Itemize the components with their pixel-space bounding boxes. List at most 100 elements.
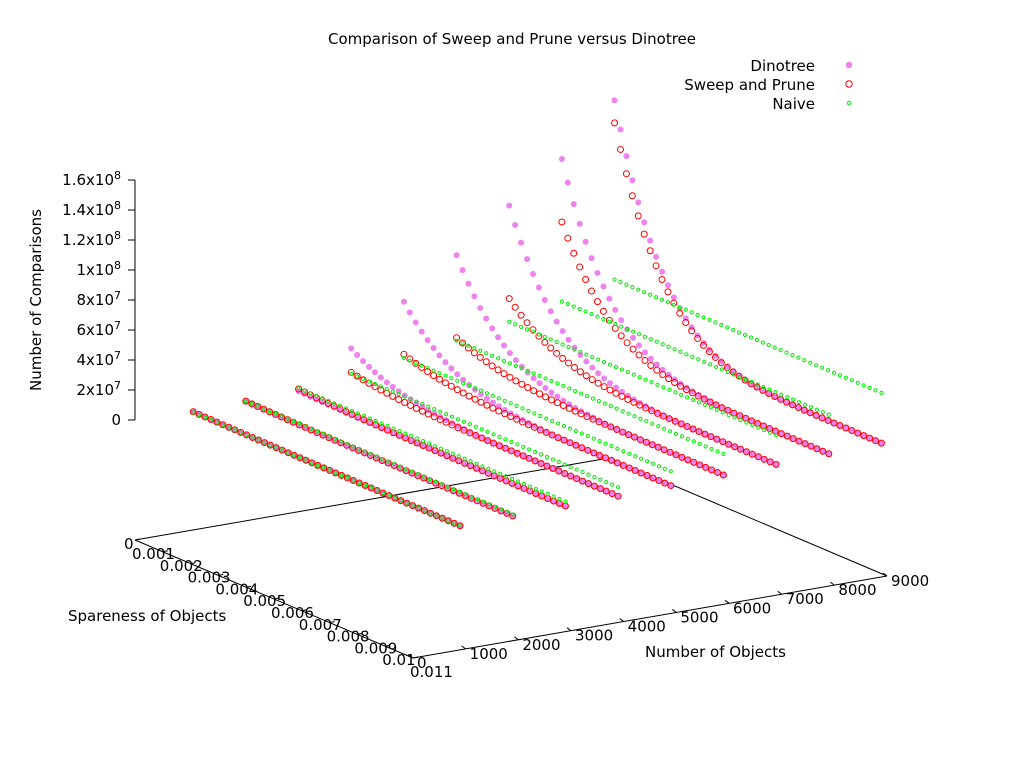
point-sweep-and-prune bbox=[513, 415, 521, 423]
point-naive bbox=[672, 347, 677, 352]
point-naive bbox=[351, 478, 356, 483]
point-naive bbox=[344, 441, 349, 447]
point-sweep-and-prune bbox=[495, 442, 503, 450]
point-dinotree bbox=[443, 417, 450, 424]
point-naive bbox=[696, 357, 701, 362]
point-dinotree bbox=[503, 478, 510, 485]
point-naive bbox=[303, 458, 309, 463]
point-dinotree bbox=[796, 438, 803, 445]
x-tick-mark bbox=[218, 573, 224, 576]
point-naive bbox=[454, 338, 459, 343]
point-sweep-and-prune bbox=[318, 397, 326, 405]
point-sweep-and-prune bbox=[612, 389, 620, 397]
point-dinotree bbox=[836, 422, 843, 429]
point-dinotree bbox=[631, 433, 638, 440]
legend-label-naive: Naive bbox=[772, 95, 815, 113]
point-naive bbox=[438, 409, 443, 414]
point-naive bbox=[814, 407, 820, 412]
point-sweep-and-prune bbox=[302, 456, 310, 464]
point-sweep-and-prune bbox=[777, 430, 785, 438]
point-sweep-and-prune bbox=[277, 413, 285, 421]
point-naive bbox=[826, 412, 831, 417]
point-naive bbox=[401, 355, 406, 361]
point-sweep-and-prune bbox=[684, 456, 692, 464]
point-naive bbox=[778, 347, 783, 353]
point-dinotree bbox=[542, 385, 549, 392]
y-tick-mark bbox=[619, 618, 624, 622]
point-naive bbox=[685, 395, 690, 400]
point-sweep-and-prune bbox=[547, 396, 555, 404]
point-sweep-and-prune bbox=[366, 418, 374, 426]
point-sweep-and-prune bbox=[478, 434, 486, 442]
point-naive bbox=[744, 420, 749, 425]
point-naive bbox=[538, 452, 544, 457]
point-sweep-and-prune bbox=[654, 443, 662, 451]
point-naive bbox=[583, 309, 588, 314]
x-tick-mark bbox=[246, 585, 252, 588]
point-naive bbox=[707, 317, 712, 322]
point-dinotree bbox=[664, 282, 671, 289]
x-tick-mark bbox=[385, 644, 391, 647]
point-sweep-and-prune bbox=[806, 409, 814, 417]
point-naive bbox=[439, 482, 444, 487]
y-tick-mark bbox=[882, 572, 888, 577]
point-sweep-and-prune bbox=[573, 475, 581, 483]
point-sweep-and-prune bbox=[648, 407, 656, 415]
point-sweep-and-prune bbox=[547, 344, 555, 352]
point-sweep-and-prune bbox=[788, 401, 796, 409]
point-naive bbox=[608, 404, 613, 409]
z-tick-label: 4x107 bbox=[76, 349, 121, 369]
point-dinotree bbox=[584, 411, 591, 418]
point-sweep-and-prune bbox=[676, 309, 684, 317]
point-dinotree bbox=[795, 404, 802, 411]
point-dinotree bbox=[597, 485, 604, 492]
point-naive bbox=[661, 385, 666, 390]
point-naive bbox=[659, 297, 665, 302]
point-sweep-and-prune bbox=[671, 417, 679, 425]
point-naive bbox=[572, 347, 577, 352]
point-sweep-and-prune bbox=[266, 408, 274, 416]
point-naive bbox=[539, 489, 544, 494]
point-naive bbox=[602, 360, 607, 365]
point-sweep-and-prune bbox=[284, 449, 292, 457]
x-tick-label: 0.002 bbox=[160, 557, 203, 575]
point-sweep-and-prune bbox=[565, 359, 573, 367]
point-naive bbox=[820, 410, 825, 415]
point-dinotree bbox=[541, 296, 548, 303]
point-naive bbox=[755, 382, 760, 387]
point-dinotree bbox=[801, 407, 808, 414]
point-naive bbox=[457, 489, 462, 494]
point-sweep-and-prune bbox=[326, 466, 334, 474]
point-naive bbox=[390, 389, 395, 394]
point-sweep-and-prune bbox=[272, 444, 280, 452]
point-sweep-and-prune bbox=[314, 461, 322, 469]
point-dinotree bbox=[755, 453, 762, 460]
z-tick-label: 1.4x108 bbox=[62, 199, 121, 219]
point-dinotree bbox=[608, 457, 615, 464]
point-sweep-and-prune bbox=[342, 408, 350, 416]
point-naive bbox=[392, 495, 397, 501]
point-naive bbox=[756, 425, 761, 430]
point-sweep-and-prune bbox=[694, 392, 702, 400]
point-naive bbox=[703, 444, 708, 449]
point-sweep-and-prune bbox=[625, 431, 633, 439]
y-tick-mark bbox=[777, 590, 782, 595]
point-naive bbox=[837, 373, 843, 378]
point-sweep-and-prune bbox=[453, 386, 461, 394]
point-naive bbox=[637, 375, 642, 380]
point-sweep-and-prune bbox=[448, 421, 456, 429]
point-dinotree bbox=[707, 433, 714, 440]
point-sweep-and-prune bbox=[619, 461, 627, 469]
point-dinotree bbox=[842, 425, 849, 432]
point-naive bbox=[679, 392, 684, 397]
point-naive bbox=[337, 403, 343, 408]
point-naive bbox=[774, 433, 779, 438]
point-sweep-and-prune bbox=[701, 430, 709, 438]
point-naive bbox=[404, 501, 409, 506]
point-sweep-and-prune bbox=[737, 445, 745, 453]
point-naive bbox=[415, 472, 420, 477]
point-naive bbox=[673, 431, 679, 436]
point-sweep-and-prune bbox=[553, 399, 561, 407]
point-naive bbox=[719, 322, 724, 328]
